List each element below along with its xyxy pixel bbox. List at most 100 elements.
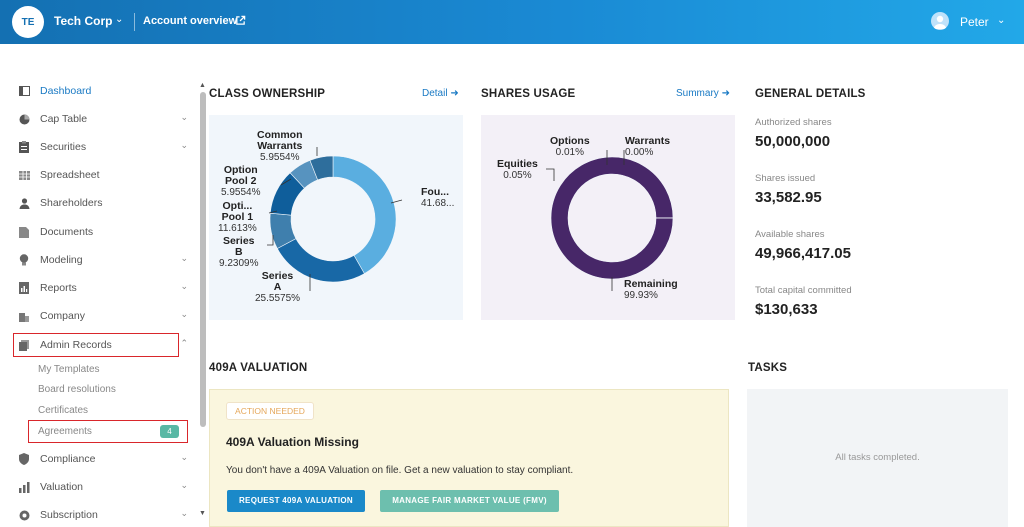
shares-usage-donut [546, 150, 674, 291]
leader-line-option-pool-2 [280, 178, 292, 186]
slice-label-warrants: Warrants 0.00% [625, 135, 671, 159]
capital-committed-label: Total capital committed [755, 285, 852, 296]
leader-line-option-pool-1 [268, 210, 278, 214]
sidebar-item-dashboard[interactable]: Dashboard [12, 81, 188, 101]
chevron-down-icon[interactable]: ⌄ [997, 15, 1006, 26]
shield-icon [18, 453, 30, 465]
sidebar-item-label: Modeling [40, 254, 83, 266]
capital-committed-value: $130,633 [755, 301, 818, 318]
sidebar-item-compliance[interactable]: Compliance ⌄ [12, 449, 188, 469]
sidebar-item-label: Dashboard [40, 85, 92, 97]
sidebar-item-label: Subscription [40, 509, 98, 521]
available-shares-value: 49,966,417.05 [755, 245, 851, 262]
sidebar-item-label: Compliance [40, 453, 96, 465]
request-409a-valuation-button[interactable]: REQUEST 409A VALUATION [227, 490, 365, 512]
sidebar-item-label: Valuation [40, 481, 84, 493]
sidebar-item-label: Admin Records [40, 339, 112, 351]
shares-usage-slice-remaining[interactable] [550, 156, 674, 280]
manage-fmv-button[interactable]: MANAGE FAIR MARKET VALUE (FMV) [380, 490, 559, 512]
clipboard-icon [18, 141, 30, 153]
authorized-shares-label: Authorized shares [755, 117, 832, 128]
valuation-section-title: 409A VALUATION [209, 362, 308, 374]
chevron-down-icon: ⌄ [180, 281, 188, 291]
sidebar-item-company[interactable]: Company ⌄ [12, 306, 188, 326]
class-ownership-title: CLASS OWNERSHIP [209, 88, 326, 100]
sidebar-scrollbar-thumb[interactable] [200, 92, 206, 427]
slice-label-option-pool-1: Opti... Pool 1 11.613% [218, 200, 257, 235]
class-ownership-slice-common-warrants[interactable] [309, 155, 334, 181]
sidebar-item-label: Securities [40, 141, 87, 153]
bar-chart-icon [18, 481, 30, 493]
account-overview-link[interactable]: Account overview [143, 15, 238, 27]
tasks-empty-message: All tasks completed. [835, 452, 920, 463]
records-icon [18, 339, 30, 351]
sidebar-item-cap-table[interactable]: Cap Table ⌄ [12, 109, 188, 129]
slice-label-common-warrants: Common Warrants 5.9554% [257, 129, 303, 164]
chevron-down-icon: ⌄ [180, 480, 188, 490]
sidebar-item-modeling[interactable]: Modeling ⌄ [12, 250, 188, 270]
company-avatar[interactable]: TE [12, 6, 44, 38]
document-icon [18, 226, 30, 238]
slice-label-founders: Fou... 41.68... [421, 186, 455, 210]
pie-chart-icon [18, 113, 30, 125]
sidebar-item-valuation[interactable]: Valuation ⌄ [12, 477, 188, 497]
sidebar-item-subscription[interactable]: Subscription ⌄ [12, 505, 188, 525]
sidebar-item-documents[interactable]: Documents [12, 222, 188, 242]
action-needed-badge: ACTION NEEDED [226, 402, 314, 420]
grid-icon [18, 169, 30, 181]
scroll-up-arrow-icon[interactable]: ▲ [199, 82, 206, 89]
company-name[interactable]: Tech Corp [54, 14, 113, 28]
chevron-down-icon: ⌄ [180, 112, 188, 122]
slice-label-series-b: Series B 9.2309% [219, 235, 259, 270]
chevron-down-icon: ⌄ [180, 253, 188, 263]
leader-line-equities [546, 168, 555, 181]
sidebar-item-securities[interactable]: Securities ⌄ [12, 137, 188, 157]
lightbulb-icon [18, 254, 30, 266]
shares-issued-label: Shares issued [755, 173, 816, 184]
arrow-right-icon: ➜ [450, 88, 459, 99]
slice-label-equities: Equities 0.05% [497, 158, 538, 182]
sidebar-item-reports[interactable]: Reports ⌄ [12, 278, 188, 298]
summary-link-label: Summary [676, 88, 719, 99]
class-ownership-donut [267, 147, 403, 291]
sidebar-item-spreadsheet[interactable]: Spreadsheet [12, 165, 188, 185]
leader-line-founders [390, 199, 403, 204]
arrow-right-icon: ➜ [721, 88, 730, 99]
class-ownership-detail-link[interactable]: Detail ➜ [422, 88, 459, 99]
sidebar-item-label: Reports [40, 282, 77, 294]
sidebar-subitem-board-resolutions[interactable]: Board resolutions [38, 384, 116, 395]
class-ownership-panel [209, 115, 463, 320]
sidebar-item-label: Documents [40, 226, 94, 238]
sidebar-item-shareholders[interactable]: Shareholders [12, 193, 188, 213]
external-link-icon[interactable] [235, 15, 246, 26]
slice-label-options: Options 0.01% [550, 135, 590, 159]
sidebar-item-admin-records[interactable]: Admin Records ⌃ [12, 335, 188, 355]
sidebar-item-label: Cap Table [40, 113, 88, 125]
slice-label-option-pool-2: Option Pool 2 5.9554% [221, 164, 261, 199]
building-icon [18, 310, 30, 322]
sidebar-subitem-certificates[interactable]: Certificates [38, 405, 89, 416]
sidebar-subitem-agreements[interactable]: Agreements [38, 426, 92, 437]
shares-usage-summary-link[interactable]: Summary ➜ [676, 88, 730, 99]
tasks-title: TASKS [748, 362, 788, 374]
chevron-down-icon: ⌄ [180, 452, 188, 462]
chevron-down-icon: ⌄ [180, 140, 188, 150]
shares-issued-value: 33,582.95 [755, 189, 822, 206]
chevron-up-icon: ⌃ [180, 338, 188, 348]
scroll-down-arrow-icon[interactable]: ▼ [199, 510, 206, 517]
class-ownership-slice-fou[interactable] [332, 155, 397, 275]
sidebar-subitem-my-templates[interactable]: My Templates [38, 364, 100, 375]
slice-label-series-a: Series A 25.5575% [255, 270, 301, 305]
report-icon [18, 282, 30, 294]
leader-line-series-b [267, 235, 274, 246]
sidebar-item-label: Company [40, 310, 85, 322]
dashboard-icon [18, 85, 30, 97]
available-shares-label: Available shares [755, 229, 825, 240]
sidebar-item-label: Spreadsheet [40, 169, 100, 181]
user-avatar-icon[interactable] [931, 12, 949, 30]
general-details-title: GENERAL DETAILS [755, 88, 866, 100]
user-name[interactable]: Peter [960, 15, 989, 29]
header-divider [134, 13, 135, 31]
chevron-down-icon[interactable]: ⌄ [115, 14, 124, 25]
chevron-down-icon: ⌄ [180, 309, 188, 319]
